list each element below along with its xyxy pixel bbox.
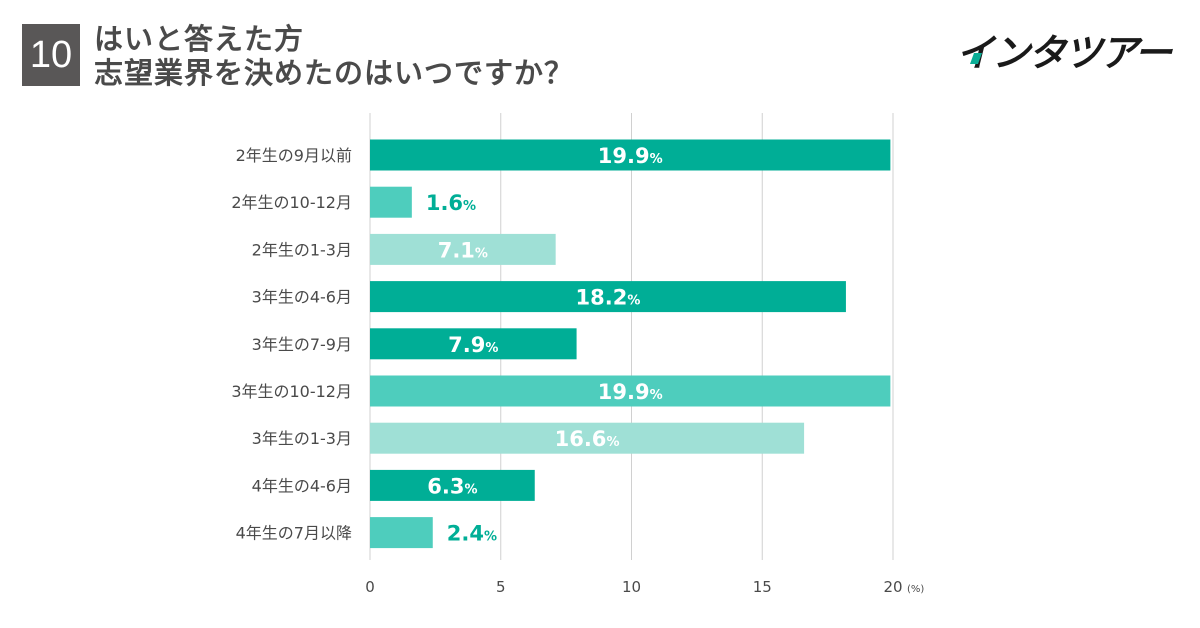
value-label: 6.3% [427,474,477,498]
x-tick-label: 0 [365,578,375,596]
value-label: 2.4% [447,522,497,546]
value-label: 18.2% [576,286,641,310]
bar [370,422,805,454]
category-label: 4年生の7月以降 [236,524,352,543]
chart-title: はいと答えた方 志望業界を決めたのはいつですか？ [94,22,574,90]
bar [370,517,433,549]
value-label: 16.6% [555,427,620,451]
category-label: 2年生の1-3月 [252,240,352,259]
category-label: 2年生の10-12月 [231,193,352,212]
x-tick-label: 20 [883,578,902,596]
x-unit-label: (%) [907,584,924,595]
brand-logo: インタツアー [956,31,1172,75]
category-label: 3年生の7-9月 [252,335,352,354]
title-line-1: はいと答えた方 [94,22,305,56]
category-label: 2年生の9月以前 [236,146,352,165]
value-label: 1.6% [426,191,476,215]
bar [370,139,891,171]
bar [370,328,577,360]
bar [370,281,846,313]
bar [370,375,891,407]
bar [370,233,556,265]
question-number-badge: 10 [22,24,80,86]
x-tick-label: 15 [753,578,772,596]
category-label: 3年生の10-12月 [231,382,352,401]
category-label: 3年生の4-6月 [252,288,352,307]
value-label: 7.1% [438,238,488,262]
category-label: 4年生の4-6月 [252,476,352,495]
category-label: 3年生の1-3月 [252,429,352,448]
x-tick-label: 5 [496,578,506,596]
value-label: 7.9% [448,333,498,357]
title-line-2: 志望業界を決めたのはいつですか？ [94,56,575,90]
value-label: 19.9% [598,380,663,404]
bar [370,186,412,218]
x-tick-label: 10 [622,578,641,596]
value-label: 19.9% [598,144,663,168]
bar [370,469,535,501]
